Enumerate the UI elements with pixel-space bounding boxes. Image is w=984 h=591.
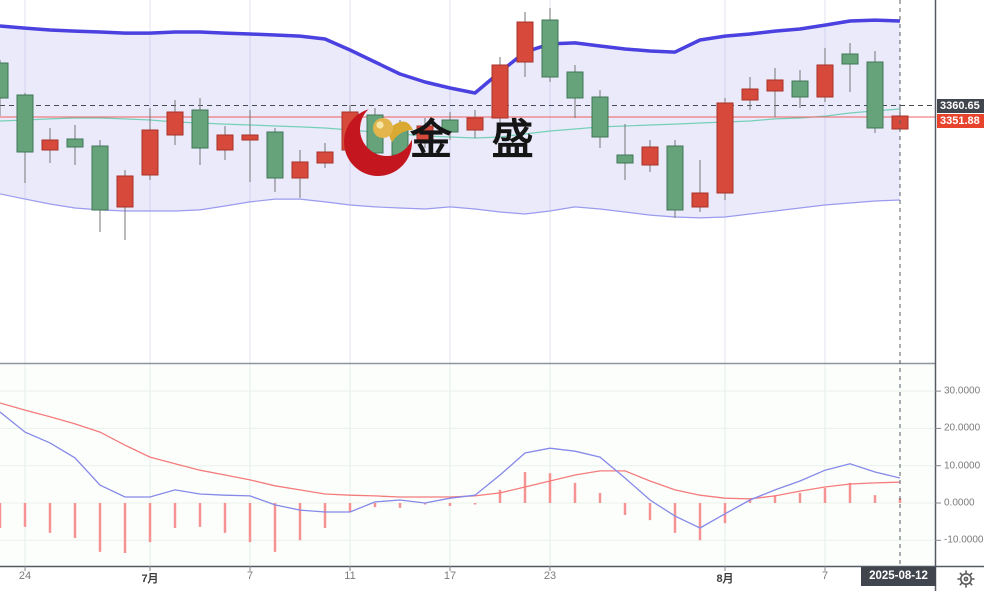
candle — [241, 109, 259, 183]
candle — [616, 124, 634, 180]
candle — [741, 77, 759, 110]
jinsheng-logo-icon — [344, 108, 413, 176]
candle — [191, 97, 209, 166]
candle-body — [791, 80, 809, 98]
candle-body — [66, 138, 84, 148]
candle-body — [641, 146, 659, 166]
x-axis-tick-label: 11 — [344, 570, 356, 582]
candle — [416, 117, 434, 148]
crosshair-date-badge: 2025-08-12 — [861, 567, 936, 586]
logo-text: 金 盛 — [410, 116, 548, 163]
candle-body — [0, 62, 9, 99]
candle-body — [766, 79, 784, 92]
x-axis-tick-label: 17 — [443, 570, 457, 582]
candle — [641, 140, 659, 173]
candle — [116, 170, 134, 240]
candle-body — [416, 125, 434, 141]
candle — [841, 43, 859, 93]
candle — [566, 64, 584, 118]
candle — [441, 112, 459, 141]
candle-body — [16, 94, 34, 153]
candle-body — [316, 151, 334, 164]
bollinger-upper-line — [0, 18, 901, 95]
candle-body — [191, 109, 209, 149]
candle — [16, 93, 34, 183]
candle — [166, 100, 184, 145]
candle — [266, 128, 284, 193]
candle-body — [141, 129, 159, 176]
candle — [91, 140, 109, 233]
macd-pane-background — [0, 364, 935, 566]
candle-body — [541, 19, 559, 78]
candle-body — [591, 96, 609, 138]
candle — [866, 51, 884, 133]
candle — [766, 67, 784, 117]
candle — [316, 143, 334, 168]
candle — [466, 109, 484, 139]
x-axis-tick-label: 24 — [18, 570, 32, 582]
candle — [491, 56, 509, 125]
price-pane[interactable] — [0, 8, 935, 240]
candle — [41, 128, 59, 164]
logo-pearl — [373, 118, 393, 138]
candle — [216, 125, 234, 160]
x-axis-tick-label: 7 — [821, 570, 829, 582]
candle-body — [816, 64, 834, 98]
candle — [666, 140, 684, 218]
x-axis-tick-label: 7月 — [141, 573, 159, 585]
candle — [516, 12, 534, 78]
macd-axis-tick-label: 20.0000 — [944, 422, 981, 434]
candle — [0, 59, 9, 117]
candle-body — [691, 192, 709, 208]
candle — [591, 90, 609, 148]
candle-body — [566, 71, 584, 99]
candle-body — [666, 145, 684, 211]
candle-body — [166, 111, 184, 136]
candle-body — [516, 21, 534, 63]
candle-body — [841, 53, 859, 65]
settings-button[interactable] — [948, 566, 984, 591]
candle — [716, 97, 734, 201]
candle — [791, 70, 809, 109]
macd-axis-tick-label: 10.0000 — [944, 460, 981, 472]
gear-icon — [957, 569, 975, 588]
macd-dif-line — [0, 411, 901, 529]
candle — [541, 8, 559, 83]
candle-body — [216, 134, 234, 151]
x-axis-tick-label: 7 — [246, 570, 254, 582]
macd-dea-line — [0, 402, 901, 500]
macd-axis-tick-label: -10.0000 — [944, 534, 984, 546]
candle-body — [41, 139, 59, 151]
x-axis-tick-label: 23 — [543, 570, 557, 582]
candle-body — [866, 61, 884, 129]
macd-axis-tick-label: 0.0000 — [944, 497, 975, 509]
jinsheng-watermark: 金 盛 — [340, 100, 548, 180]
bollinger-lower-line — [0, 193, 901, 219]
candle — [141, 108, 159, 180]
candle-body — [266, 131, 284, 179]
candle-body — [241, 134, 259, 141]
candle-body — [741, 88, 759, 101]
candle-body — [116, 175, 134, 208]
logo-leaf — [388, 121, 413, 142]
candle — [66, 124, 84, 166]
candle — [816, 47, 834, 102]
candle-body — [291, 161, 309, 179]
logo-crescent — [344, 108, 412, 176]
x-axis-tick-label: 8月 — [716, 573, 734, 585]
macd-axis-tick-label: 30.0000 — [944, 385, 981, 397]
candle-body — [91, 145, 109, 211]
candle-body — [491, 64, 509, 119]
candle-body — [716, 102, 734, 194]
candle-body — [441, 119, 459, 133]
candle-body — [466, 117, 484, 131]
candle-body — [616, 154, 634, 164]
price-label-last: 3351.88 — [937, 114, 984, 128]
price-label-reference: 3360.65 — [937, 99, 984, 113]
candle — [291, 150, 309, 198]
candle — [691, 159, 709, 213]
macd-pane[interactable] — [0, 402, 902, 553]
